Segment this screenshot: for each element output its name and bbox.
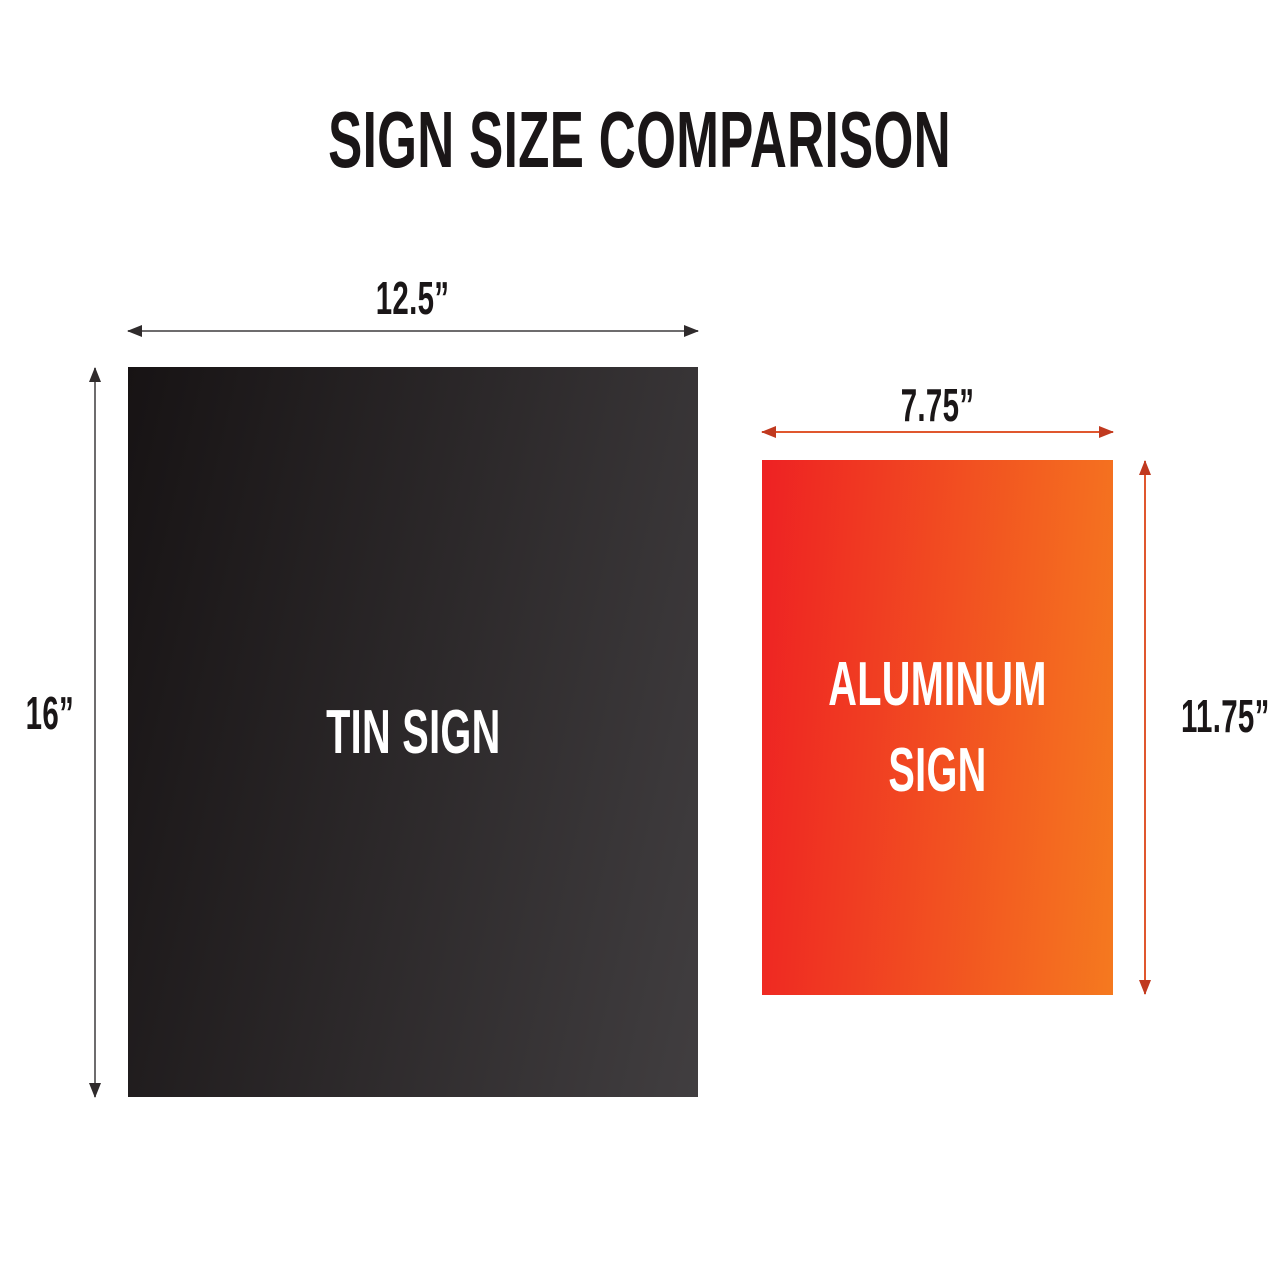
aluminum-width-arrow	[762, 431, 1113, 433]
aluminum-height-label: 11.75”	[1180, 690, 1270, 742]
tin-width-arrow	[128, 330, 698, 332]
aluminum-width-label: 7.75”	[900, 379, 975, 431]
tin-sign-rectangle: TIN SIGN	[128, 367, 698, 1097]
page-title-text: SIGN SIZE COMPARISON	[328, 95, 952, 184]
aluminum-sign-rectangle: ALUMINUM SIGN	[762, 460, 1113, 995]
page-title: SIGN SIZE COMPARISON	[0, 100, 1280, 180]
tin-height-arrow	[94, 368, 96, 1097]
aluminum-sign-label: ALUMINUM SIGN	[828, 649, 1047, 805]
tin-height-label: 16”	[25, 687, 75, 739]
tin-sign-label: TIN SIGN	[325, 697, 501, 767]
tin-width-label: 12.5”	[376, 272, 450, 324]
aluminum-height-arrow	[1144, 461, 1146, 994]
